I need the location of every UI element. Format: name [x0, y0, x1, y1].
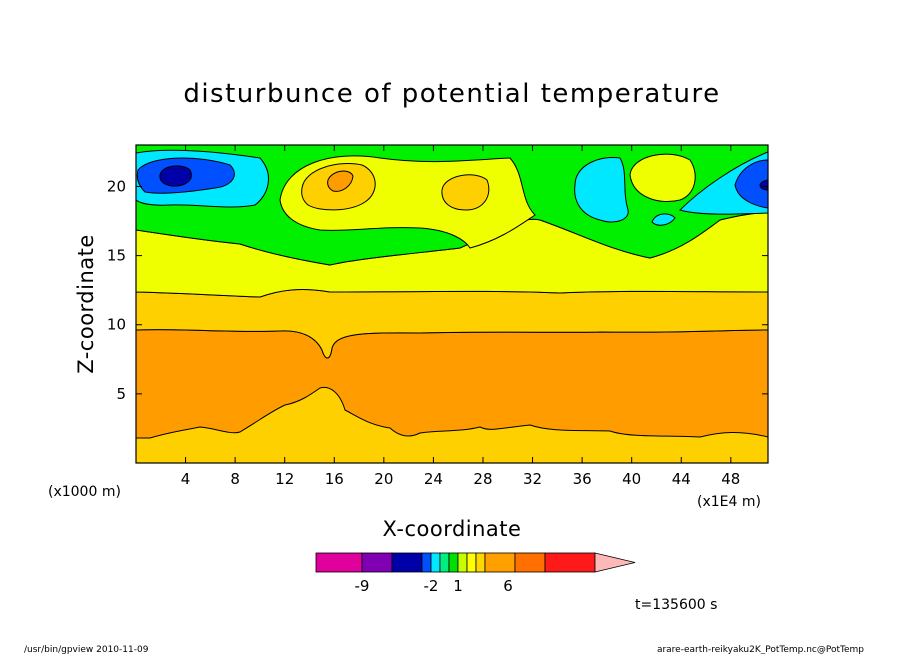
colorbar-arrow [594, 552, 636, 573]
contour-field [136, 145, 768, 463]
colorbar-segment [514, 552, 546, 573]
y-axis-label: Z-coordinate [74, 234, 98, 374]
x-tick-label: 24 [424, 470, 443, 488]
time-annotation: t=135600 s [635, 597, 717, 613]
colorbar-tick-label: 6 [503, 577, 513, 595]
y-tick-label: 15 [107, 247, 126, 265]
x-tick-label: 4 [181, 470, 191, 488]
chart-title: disturbunce of potential temperature [183, 79, 720, 109]
blue-region-right [734, 159, 768, 209]
colorbar [315, 552, 636, 573]
colorbar-segment [391, 552, 423, 573]
colorbar-ticks: -9 -2 1 6 [355, 577, 513, 595]
colorbar-tick-label: -9 [355, 577, 370, 595]
y-tick-label: 20 [107, 177, 126, 195]
x-tick-label: 32 [523, 470, 542, 488]
x-tick-label: 36 [573, 470, 592, 488]
warm-cell-27 [441, 174, 490, 211]
colorbar-segment [475, 552, 486, 573]
upper-right-yellow-region [629, 153, 696, 203]
x-tick-label: 20 [374, 470, 393, 488]
navy-region-right [759, 179, 768, 191]
colorbar-segment [430, 552, 441, 573]
colorbar-segment [421, 552, 432, 573]
x-unit-left: (x1000 m) [48, 484, 121, 500]
x-tick-label: 16 [325, 470, 344, 488]
colorbar-segment [457, 552, 468, 573]
y-axis: 5 10 15 20 [107, 177, 768, 403]
colorbar-segment [448, 552, 459, 573]
colorbar-segment [484, 552, 516, 573]
x-tick-label: 48 [721, 470, 740, 488]
cyan-region-center [574, 156, 629, 223]
hot-cell-16 [327, 170, 354, 192]
y-tick-label: 10 [107, 316, 126, 334]
colorbar-segment [361, 552, 393, 573]
x-tick-label: 12 [275, 470, 294, 488]
x-unit-right: (x1E4 m) [697, 494, 761, 510]
cyan-region-small [651, 213, 676, 226]
colorbar-segment [466, 552, 477, 573]
navy-region-left [159, 165, 192, 187]
footer-left: /usr/bin/gpview 2010-11-09 [24, 645, 149, 654]
colorbar-segment [544, 552, 596, 573]
colorbar-tick-label: 1 [453, 577, 463, 595]
band-deep-orange [136, 329, 768, 439]
x-tick-label: 28 [473, 470, 492, 488]
x-axis: 4 8 12 16 20 24 28 32 36 40 44 48 [181, 145, 740, 488]
plot-area [135, 144, 769, 464]
x-tick-label: 44 [672, 470, 691, 488]
y-tick-label: 5 [116, 385, 126, 403]
x-tick-label: 8 [230, 470, 240, 488]
colorbar-tick-label: -2 [424, 577, 439, 595]
plot-frame [135, 144, 769, 464]
footer-right: arare-earth-reikyaku2K_PotTemp.nc@PotTem… [657, 645, 864, 654]
x-axis-label: X-coordinate [383, 517, 522, 541]
colorbar-segment [439, 552, 450, 573]
x-tick-label: 40 [622, 470, 641, 488]
colorbar-segment [315, 552, 363, 573]
